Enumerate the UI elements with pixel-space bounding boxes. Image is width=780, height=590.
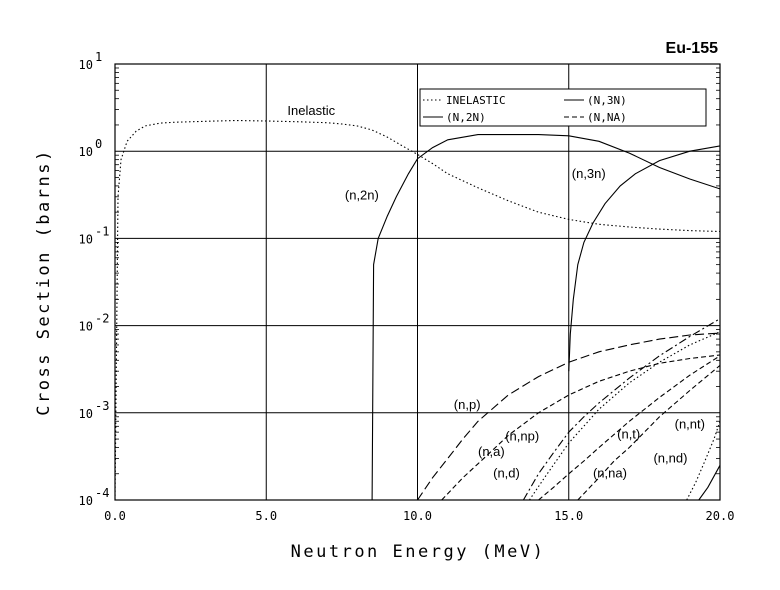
curve-annotation: (n,3n) bbox=[572, 166, 606, 181]
curve-annotation: (n,na) bbox=[593, 466, 627, 481]
series-line-n-na bbox=[538, 355, 720, 500]
y-tick-base: 10 bbox=[79, 320, 93, 334]
series-line-n-nt bbox=[686, 421, 720, 500]
x-tick-label: 20.0 bbox=[706, 509, 735, 523]
y-tick-exponent: -4 bbox=[95, 486, 109, 500]
y-tick-exponent: 1 bbox=[95, 50, 102, 64]
x-axis-label: Neutron Energy (MeV) bbox=[291, 542, 546, 562]
chart-title: Eu-155 bbox=[666, 40, 719, 57]
curve-annotation: (n,p) bbox=[454, 397, 481, 412]
y-tick-base: 10 bbox=[79, 145, 93, 159]
y-tick-exponent: -2 bbox=[95, 312, 109, 326]
x-tick-label: 5.0 bbox=[255, 509, 277, 523]
curve-annotation: (n,d) bbox=[493, 466, 520, 481]
plot-frame bbox=[114, 63, 721, 501]
curve-annotation: Inelastic bbox=[287, 103, 335, 118]
series-line-n-nd bbox=[698, 465, 720, 500]
grid-lines bbox=[115, 64, 720, 500]
series-line-n-a bbox=[441, 354, 720, 500]
x-tick-label: 10.0 bbox=[403, 509, 432, 523]
y-tick-exponent: -1 bbox=[95, 224, 109, 238]
curve-annotation: (n,nd) bbox=[653, 450, 687, 465]
y-tick-exponent: -3 bbox=[95, 399, 109, 413]
legend: INELASTIC (N,3N) (N,2N) (N,NA) bbox=[419, 88, 707, 127]
y-tick-label: 101 bbox=[79, 50, 103, 72]
curve-annotation: (n,nt) bbox=[675, 417, 705, 432]
x-tick-label: 15.0 bbox=[554, 509, 583, 523]
x-tick-labels: 0.0 5.0 10.0 15.0 20.0 bbox=[104, 509, 734, 523]
curve-annotation: (n,np) bbox=[505, 429, 539, 444]
curve-annotation: (n,t) bbox=[617, 426, 640, 441]
y-tick-label: 100 bbox=[79, 137, 103, 159]
legend-entry: INELASTIC bbox=[446, 94, 506, 107]
series-line-n-p bbox=[417, 332, 720, 500]
y-tick-base: 10 bbox=[79, 494, 93, 508]
y-tick-label: 10-4 bbox=[79, 486, 110, 508]
y-axis-label: Cross Section (barns) bbox=[34, 148, 54, 415]
legend-entry: (N,2N) bbox=[446, 111, 486, 124]
y-tick-label: 10-1 bbox=[79, 224, 110, 246]
y-tick-label: 10-2 bbox=[79, 312, 110, 334]
y-tick-base: 10 bbox=[79, 58, 93, 72]
annotations: Inelastic (n,2n) (n,3n) (n,p) (n,np)(n,a) (n,… bbox=[287, 103, 705, 481]
legend-entry: (N,3N) bbox=[587, 94, 627, 107]
x-tick-label: 0.0 bbox=[104, 509, 126, 523]
series-line-n-3n bbox=[568, 145, 720, 372]
y-tick-exponent: 0 bbox=[95, 137, 102, 151]
series-line-n-t bbox=[577, 364, 720, 500]
curve-annotation: (n,a) bbox=[478, 444, 505, 459]
series-line-n-np bbox=[522, 318, 720, 500]
y-tick-label: 10-3 bbox=[79, 399, 110, 421]
series-layer bbox=[115, 119, 720, 500]
legend-box bbox=[419, 88, 707, 127]
series-line-inelastic bbox=[115, 119, 720, 500]
y-tick-base: 10 bbox=[79, 232, 93, 246]
series-line-n-2n bbox=[371, 134, 720, 500]
legend-entry: (N,NA) bbox=[587, 111, 627, 124]
series-line-n-d bbox=[528, 331, 720, 500]
curve-annotation: (n,2n) bbox=[345, 187, 379, 202]
y-tick-base: 10 bbox=[79, 407, 93, 421]
